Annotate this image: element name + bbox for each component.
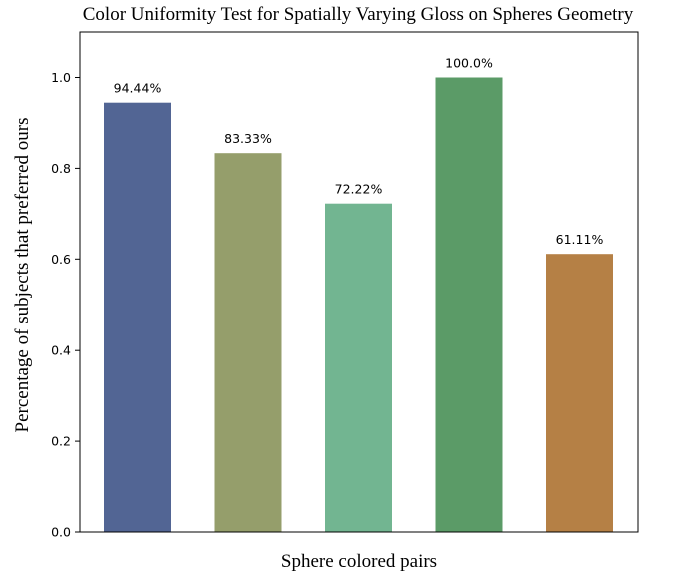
bar-5 [546, 254, 613, 532]
y-tick-label: 0.4 [51, 343, 71, 358]
y-axis: 0.0 0.2 0.4 0.6 0.8 1.0 [51, 70, 80, 540]
y-tick-label: 0.8 [51, 161, 71, 176]
bar-4 [435, 77, 503, 532]
chart-title: Color Uniformity Test for Spatially Vary… [83, 4, 634, 25]
data-label-1: 94.44% [114, 81, 162, 96]
data-label-4: 100.0% [445, 56, 493, 71]
y-axis-label: Percentage of subjects that preferred ou… [12, 118, 33, 433]
data-labels-group: 94.44% 83.33% 72.22% 100.0% 61.11% [114, 56, 604, 248]
bars-group [104, 77, 613, 532]
x-axis-label: Sphere colored pairs [281, 551, 437, 572]
data-label-2: 83.33% [224, 131, 272, 146]
y-tick-label: 0.6 [51, 252, 71, 267]
data-label-3: 72.22% [335, 182, 383, 197]
bar-3 [325, 203, 392, 532]
plot-frame [79, 31, 639, 533]
bar-1 [104, 102, 171, 532]
y-tick-label: 0.2 [51, 434, 71, 449]
y-tick-label: 1.0 [51, 70, 71, 85]
y-tick-label: 0.0 [51, 525, 71, 540]
data-label-5: 61.11% [556, 232, 604, 247]
bar-2 [214, 153, 282, 532]
